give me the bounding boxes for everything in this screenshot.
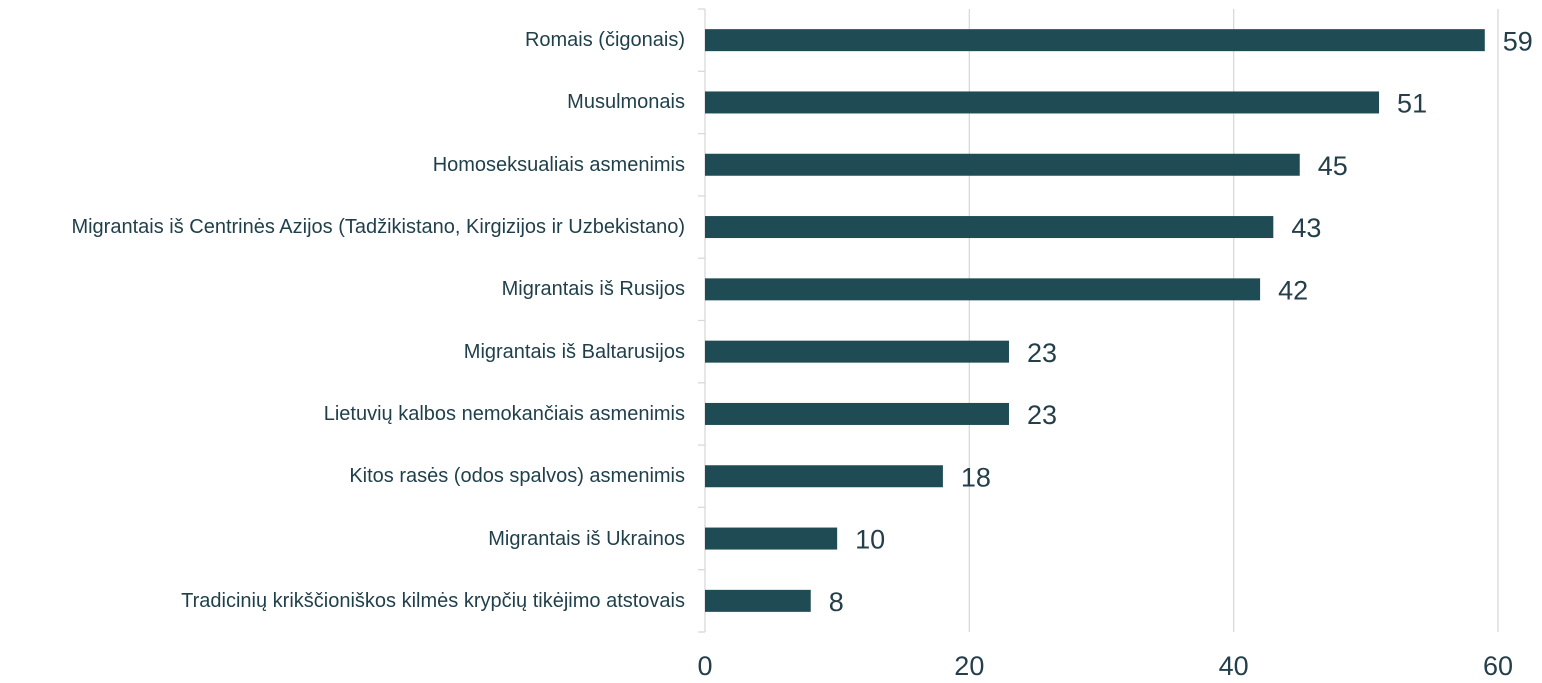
bar <box>705 527 838 550</box>
value-label: 8 <box>829 587 844 617</box>
bar <box>705 29 1485 52</box>
value-label: 10 <box>855 525 885 555</box>
y-tick-label: Tradicinių krikščioniškos kilmės krypčių… <box>181 589 685 612</box>
bar <box>705 402 1009 425</box>
y-tick-label: Musulmonais <box>567 91 685 114</box>
y-tick-label: Migrantais iš Centrinės Azijos (Tadžikis… <box>71 216 685 239</box>
x-tick-label: 20 <box>954 651 984 681</box>
y-tick-label: Homoseksualiais asmenimis <box>432 153 685 176</box>
bar <box>705 465 943 488</box>
bar <box>705 340 1009 363</box>
bar <box>705 153 1300 176</box>
y-tick-label: Kitos rasės (odos spalvos) asmenimis <box>349 465 685 488</box>
bar <box>705 216 1274 239</box>
value-label: 18 <box>961 462 991 492</box>
y-tick-label: Romais (čigonais) <box>524 29 685 52</box>
x-tick-label: 40 <box>1219 651 1249 681</box>
y-tick-label: Migrantais iš Rusijos <box>501 278 685 301</box>
x-tick-label: 0 <box>697 651 712 681</box>
value-label: 23 <box>1027 400 1057 430</box>
value-label: 51 <box>1397 89 1427 119</box>
bar <box>705 278 1261 301</box>
bar <box>705 589 811 612</box>
value-label: 59 <box>1503 26 1533 56</box>
y-tick-label: Migrantais iš Ukrainos <box>488 527 685 550</box>
y-tick-label: Lietuvių kalbos nemokančiais asmenimis <box>323 402 685 425</box>
value-label: 42 <box>1278 275 1308 305</box>
bar <box>705 91 1380 114</box>
x-tick-label: 60 <box>1483 651 1513 681</box>
value-label: 45 <box>1318 151 1348 181</box>
y-tick-label: Migrantais iš Baltarusijos <box>463 340 685 363</box>
value-label: 43 <box>1291 213 1321 243</box>
value-label: 23 <box>1027 338 1057 368</box>
